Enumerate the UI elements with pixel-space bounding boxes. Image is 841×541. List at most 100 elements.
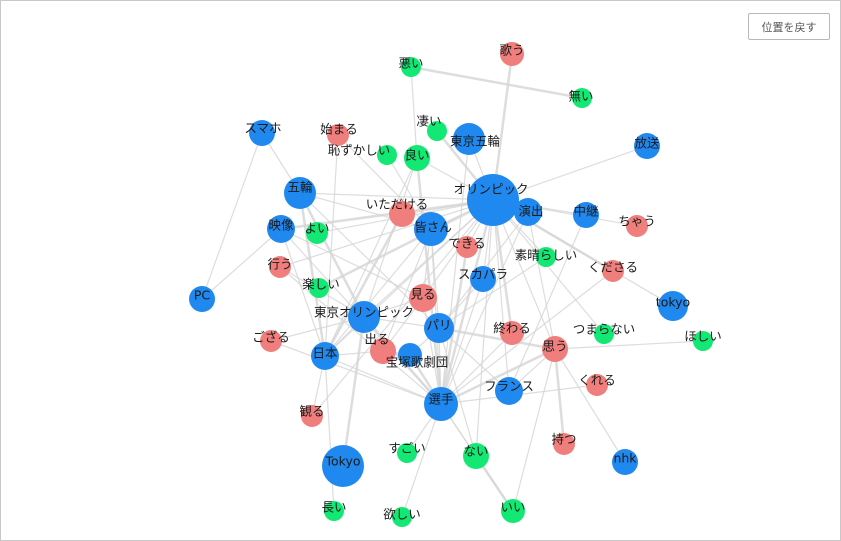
node-adjective[interactable]: ない	[463, 443, 489, 469]
node-circle[interactable]	[463, 443, 489, 469]
node-adjective[interactable]: 欲しい	[383, 507, 421, 528]
node-circle[interactable]	[389, 201, 415, 227]
node-circle[interactable]	[414, 212, 448, 246]
node-adjective[interactable]: つまらない	[573, 322, 636, 345]
node-circle[interactable]	[348, 301, 380, 333]
node-verb[interactable]: 始まる	[320, 122, 358, 147]
node-noun[interactable]: 東京五輪	[450, 123, 501, 155]
node-noun[interactable]: 宝塚歌劇団	[386, 343, 449, 370]
node-adjective[interactable]: 凄い	[416, 114, 447, 142]
node-circle[interactable]	[634, 133, 660, 159]
node-circle[interactable]	[693, 331, 713, 351]
node-circle[interactable]	[260, 330, 282, 352]
node-circle[interactable]	[377, 145, 397, 165]
node-circle[interactable]	[572, 88, 592, 108]
node-circle[interactable]	[404, 145, 430, 171]
node-circle[interactable]	[602, 260, 624, 282]
node-circle[interactable]	[542, 336, 568, 362]
node-circle[interactable]	[322, 445, 364, 487]
node-noun[interactable]: 日本	[311, 342, 339, 370]
node-circle[interactable]	[594, 324, 614, 344]
node-verb[interactable]: 思う	[542, 336, 568, 362]
node-verb[interactable]: 観る	[299, 404, 325, 428]
node-circle[interactable]	[409, 284, 437, 312]
node-circle[interactable]	[311, 342, 339, 370]
node-circle[interactable]	[536, 247, 556, 267]
node-adjective[interactable]: 良い	[404, 145, 430, 171]
node-noun[interactable]: 中継	[573, 202, 599, 228]
node-noun[interactable]: スカパラ	[458, 266, 508, 292]
node-circle[interactable]	[427, 121, 447, 141]
node-circle[interactable]	[467, 174, 519, 226]
node-adjective[interactable]: 無い	[568, 88, 594, 108]
node-verb[interactable]: 歌う	[499, 42, 525, 66]
node-circle[interactable]	[249, 120, 275, 146]
node-noun[interactable]: tokyo	[656, 291, 690, 321]
node-adjective[interactable]: よい	[304, 221, 330, 245]
node-verb[interactable]: できる	[448, 236, 486, 259]
node-noun[interactable]: 東京オリンピック	[314, 301, 414, 333]
node-noun[interactable]: 映像	[267, 215, 295, 243]
node-circle[interactable]	[324, 501, 344, 521]
node-circle[interactable]	[370, 338, 396, 364]
node-circle[interactable]	[514, 198, 542, 226]
node-circle[interactable]	[658, 291, 688, 321]
node-adjective[interactable]: 素晴らしい	[515, 247, 578, 267]
node-noun[interactable]: フランス	[484, 377, 534, 405]
node-circle[interactable]	[626, 215, 648, 237]
node-circle[interactable]	[401, 57, 421, 77]
node-noun[interactable]: パリ	[424, 313, 454, 343]
node-circle[interactable]	[189, 286, 215, 312]
node-verb[interactable]: 終わる	[493, 321, 531, 346]
node-verb[interactable]: ちゃう	[618, 214, 656, 238]
node-circle[interactable]	[397, 443, 417, 463]
node-circle[interactable]	[553, 433, 575, 455]
node-noun[interactable]: スマホ	[244, 120, 282, 146]
node-adjective[interactable]: いい	[500, 499, 526, 523]
node-circle[interactable]	[301, 405, 323, 427]
node-circle[interactable]	[269, 256, 291, 278]
node-noun[interactable]: PC	[189, 286, 215, 312]
node-verb[interactable]: くださる	[588, 260, 638, 283]
node-noun[interactable]: 選手	[424, 387, 458, 421]
node-adjective[interactable]: 悪い	[398, 56, 424, 78]
node-adjective[interactable]: すごい	[388, 441, 426, 464]
node-circle[interactable]	[500, 321, 524, 345]
node-adjective[interactable]: 恥ずかしい	[328, 143, 397, 166]
node-circle[interactable]	[424, 387, 458, 421]
node-verb[interactable]: 持つ	[551, 432, 577, 456]
node-circle[interactable]	[500, 42, 524, 66]
node-circle[interactable]	[398, 343, 422, 367]
node-adjective[interactable]: ほしい	[684, 329, 722, 352]
node-circle[interactable]	[456, 236, 478, 258]
node-circle[interactable]	[309, 278, 329, 298]
node-circle[interactable]	[306, 222, 328, 244]
node-circle[interactable]	[284, 177, 316, 209]
node-noun[interactable]: 皆さん	[414, 212, 452, 246]
node-verb[interactable]: 見る	[409, 284, 437, 312]
node-verb[interactable]: ござる	[252, 330, 290, 353]
node-circle[interactable]	[267, 215, 295, 243]
node-adjective[interactable]: 楽しい	[302, 277, 340, 299]
node-noun[interactable]: 五輪	[284, 177, 316, 209]
node-circle[interactable]	[453, 123, 485, 155]
node-circle[interactable]	[501, 499, 525, 523]
node-verb[interactable]: くれる	[578, 373, 616, 397]
node-noun[interactable]: オリンピック	[453, 174, 529, 226]
node-circle[interactable]	[424, 313, 454, 343]
node-circle[interactable]	[470, 266, 496, 292]
node-noun[interactable]: 演出	[514, 198, 544, 226]
node-verb[interactable]: 出る	[364, 332, 396, 365]
node-circle[interactable]	[573, 202, 599, 228]
node-verb[interactable]: いただける	[366, 197, 429, 228]
node-circle[interactable]	[612, 449, 638, 475]
node-circle[interactable]	[495, 377, 523, 405]
node-noun[interactable]: 放送	[634, 133, 660, 159]
node-circle[interactable]	[586, 374, 608, 396]
node-noun[interactable]: nhk	[612, 449, 638, 475]
node-circle[interactable]	[327, 124, 349, 146]
node-circle[interactable]	[392, 507, 412, 527]
node-noun[interactable]: Tokyo	[322, 445, 364, 487]
